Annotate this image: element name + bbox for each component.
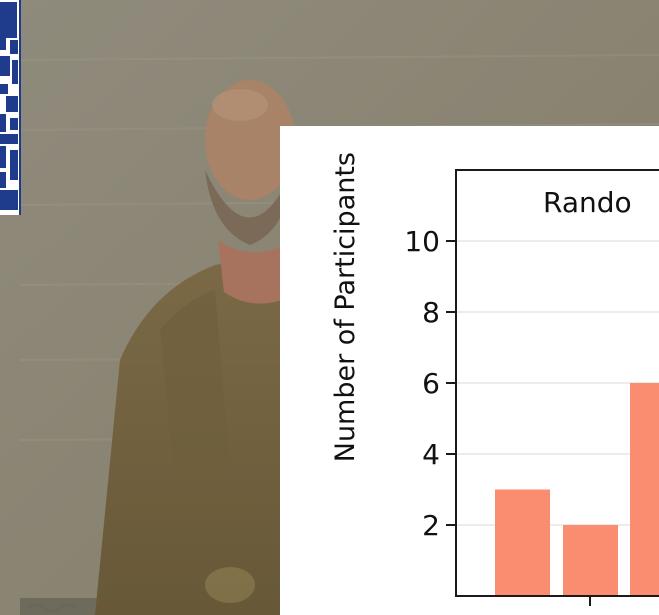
chart-panel: 2 4 6 8 10 Rando Number of Participants	[280, 126, 659, 615]
y-ticks: 2 4 6 8 10	[404, 225, 456, 542]
y-axis-title: Number of Participants	[330, 152, 361, 462]
y-tick-label: 2	[422, 509, 440, 542]
gridlines	[456, 240, 659, 526]
bar	[495, 489, 550, 596]
chart-title: Rando	[543, 186, 632, 219]
bar	[630, 383, 659, 596]
plot-frame	[455, 169, 659, 597]
y-tick-label: 4	[422, 438, 440, 471]
y-tick-label: 6	[422, 367, 440, 400]
y-tick-label: 8	[422, 296, 440, 329]
bars	[495, 383, 659, 596]
y-tick-label: 10	[404, 225, 440, 258]
bar	[563, 525, 618, 596]
qr-code-icon	[0, 0, 21, 215]
bar-chart: 2 4 6 8 10 Rando Number of Participants	[330, 152, 659, 606]
